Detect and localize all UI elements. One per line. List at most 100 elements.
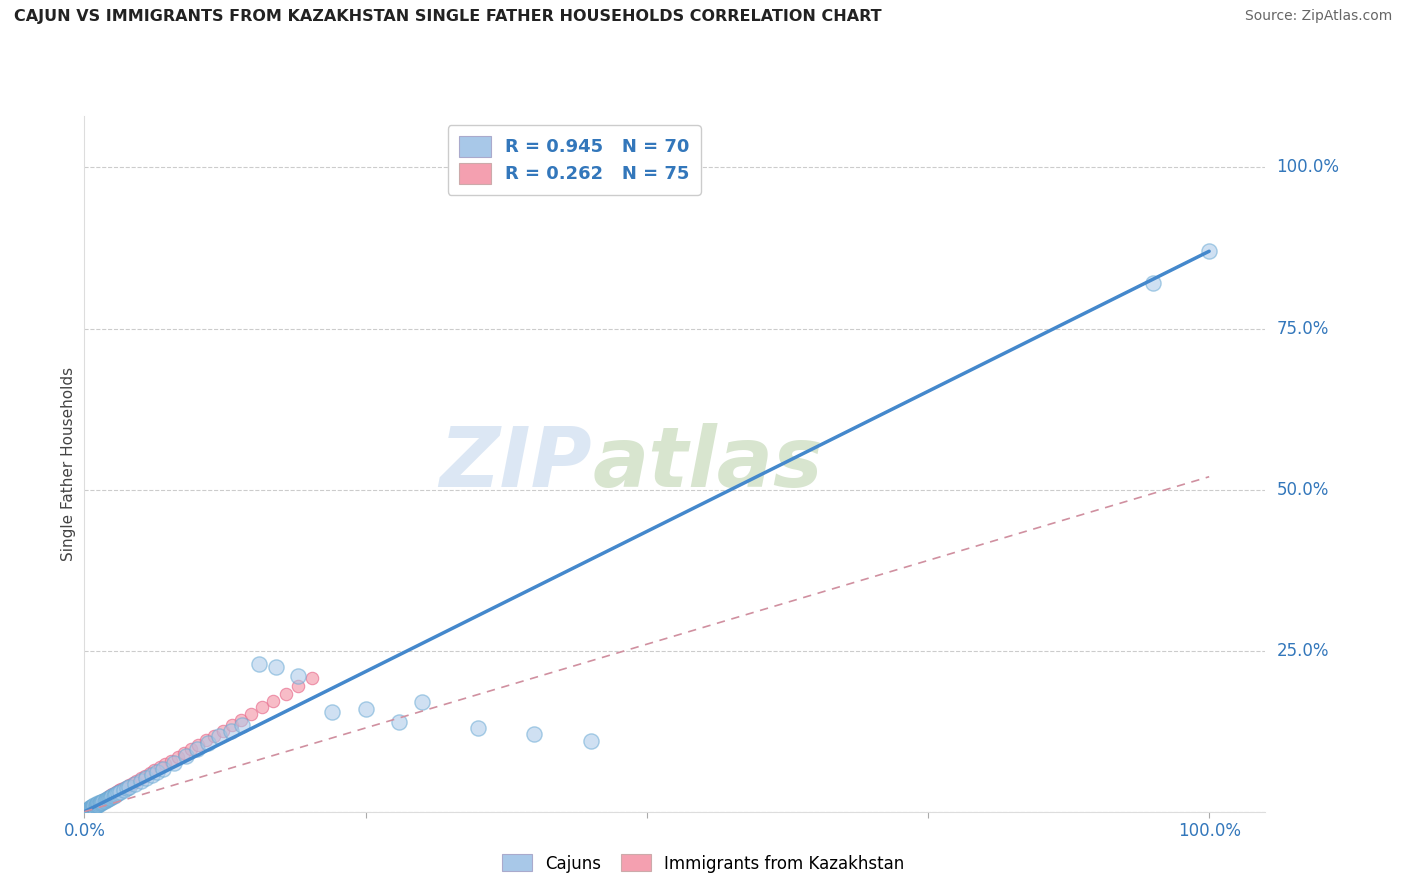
Point	[87, 797, 110, 811]
Point	[579, 734, 602, 748]
Point	[80, 801, 103, 815]
Point	[107, 786, 129, 800]
Point	[77, 803, 100, 817]
Point	[100, 788, 122, 802]
Point	[101, 788, 124, 801]
Point	[76, 804, 98, 818]
Point	[1198, 244, 1220, 259]
Point	[76, 804, 98, 818]
Point	[89, 796, 111, 810]
Point	[354, 701, 377, 715]
Point	[77, 802, 100, 816]
Point	[219, 723, 242, 738]
Legend: R = 0.945   N = 70, R = 0.262   N = 75: R = 0.945 N = 70, R = 0.262 N = 75	[447, 125, 700, 194]
Legend: Cajuns, Immigrants from Kazakhstan: Cajuns, Immigrants from Kazakhstan	[495, 847, 911, 880]
Point	[84, 798, 107, 813]
Point	[287, 679, 309, 693]
Point	[90, 796, 112, 810]
Text: atlas: atlas	[592, 424, 823, 504]
Point	[211, 723, 233, 738]
Point	[76, 803, 98, 817]
Point	[104, 788, 127, 802]
Point	[94, 792, 117, 806]
Text: Source: ZipAtlas.com: Source: ZipAtlas.com	[1244, 9, 1392, 23]
Point	[229, 713, 252, 727]
Point	[82, 799, 104, 814]
Point	[79, 802, 101, 816]
Point	[143, 764, 166, 778]
Point	[247, 657, 270, 671]
Point	[321, 705, 343, 719]
Point	[221, 718, 243, 732]
Point	[77, 802, 100, 816]
Point	[301, 671, 323, 685]
Text: 100.0%: 100.0%	[1277, 159, 1340, 177]
Point	[96, 791, 118, 805]
Point	[90, 795, 112, 809]
Point	[76, 803, 98, 817]
Point	[180, 742, 202, 756]
Point	[96, 792, 118, 806]
Point	[86, 798, 108, 813]
Point	[84, 797, 107, 812]
Point	[118, 778, 141, 792]
Text: 50.0%: 50.0%	[1277, 481, 1329, 499]
Point	[103, 789, 125, 803]
Point	[80, 801, 103, 815]
Point	[75, 804, 97, 818]
Point	[89, 797, 111, 811]
Point	[93, 792, 115, 806]
Point	[84, 799, 107, 814]
Point	[82, 801, 104, 815]
Y-axis label: Single Father Households: Single Father Households	[60, 367, 76, 561]
Point	[186, 742, 208, 756]
Point	[98, 789, 121, 803]
Point	[82, 800, 104, 814]
Point	[163, 756, 186, 770]
Point	[155, 757, 177, 772]
Point	[98, 791, 121, 805]
Point	[98, 790, 121, 805]
Point	[134, 769, 156, 783]
Point	[93, 793, 115, 807]
Point	[90, 795, 112, 809]
Point	[79, 801, 101, 815]
Point	[388, 714, 411, 729]
Point	[146, 764, 169, 779]
Point	[77, 803, 100, 817]
Point	[104, 785, 127, 799]
Point	[107, 784, 129, 798]
Point	[100, 789, 122, 804]
Point	[91, 794, 114, 808]
Point	[149, 760, 172, 774]
Point	[187, 738, 209, 752]
Point	[262, 694, 284, 708]
Text: ZIP: ZIP	[440, 424, 592, 504]
Point	[90, 794, 112, 808]
Point	[274, 687, 297, 701]
Point	[467, 721, 489, 735]
Point	[83, 799, 105, 814]
Point	[84, 797, 107, 812]
Point	[141, 768, 163, 782]
Point	[80, 800, 103, 814]
Point	[80, 801, 103, 815]
Point	[202, 729, 225, 743]
Point	[208, 730, 231, 744]
Point	[160, 754, 183, 768]
Point	[76, 804, 98, 818]
Point	[250, 700, 273, 714]
Point	[121, 775, 143, 790]
Point	[101, 789, 124, 804]
Point	[93, 794, 115, 808]
Point	[87, 797, 110, 811]
Point	[83, 799, 105, 814]
Text: CAJUN VS IMMIGRANTS FROM KAZAKHSTAN SINGLE FATHER HOUSEHOLDS CORRELATION CHART: CAJUN VS IMMIGRANTS FROM KAZAKHSTAN SING…	[14, 9, 882, 24]
Point	[112, 782, 135, 797]
Point	[194, 733, 217, 747]
Point	[264, 660, 287, 674]
Point	[115, 780, 138, 795]
Point	[411, 695, 433, 709]
Point	[105, 785, 128, 799]
Point	[82, 800, 104, 814]
